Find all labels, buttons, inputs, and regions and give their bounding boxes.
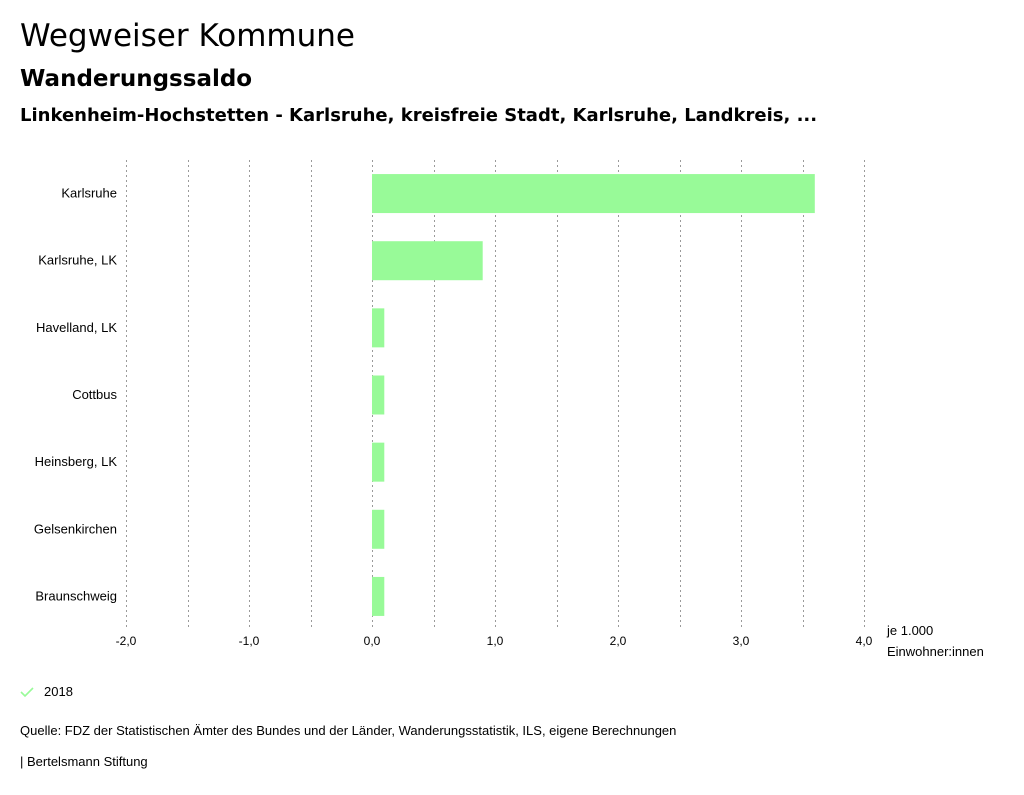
x-tick-label: -2,0	[116, 634, 137, 648]
bars	[372, 174, 815, 616]
bar-heinsberg-lk[interactable]	[372, 442, 385, 482]
publisher-note: | Bertelsmann Stiftung	[20, 754, 148, 769]
grid-lines	[126, 160, 865, 630]
region-title: Linkenheim-Hochstetten - Karlsruhe, krei…	[20, 105, 818, 126]
x-tick-label: 0,0	[364, 634, 381, 648]
check-icon	[20, 686, 34, 697]
unit-label-line2: Einwohner:innen	[887, 644, 984, 659]
legend-item-2018[interactable]: 2018	[20, 684, 73, 699]
x-tick-label: 2,0	[610, 634, 627, 648]
page-title: Wegweiser Kommune	[20, 18, 355, 54]
bar-karlsruhe-lk[interactable]	[372, 241, 483, 281]
category-label: Gelsenkirchen	[34, 521, 117, 536]
x-tick-label: 1,0	[487, 634, 504, 648]
unit-label-line1: je 1.000	[886, 623, 933, 638]
x-tick-label: -1,0	[239, 634, 260, 648]
x-tick-label: 4,0	[856, 634, 873, 648]
bar-gelsenkirchen[interactable]	[372, 509, 385, 549]
category-label: Havelland, LK	[36, 320, 117, 335]
category-label: Karlsruhe	[61, 186, 117, 201]
source-note: Quelle: FDZ der Statistischen Ämter des …	[20, 723, 677, 738]
chart-subtitle: Wanderungssaldo	[20, 66, 253, 92]
bar-karlsruhe[interactable]	[372, 174, 815, 214]
legend-label: 2018	[44, 684, 73, 699]
category-label: Heinsberg, LK	[35, 454, 118, 469]
bar-cottbus[interactable]	[372, 375, 385, 415]
bar-havelland-lk[interactable]	[372, 308, 385, 348]
category-label: Cottbus	[72, 387, 117, 402]
x-tick-label: 3,0	[733, 634, 750, 648]
category-labels: Karlsruhe Karlsruhe, LK Havelland, LK Cottb…	[34, 186, 118, 604]
x-axis-ticks: -2,0 -1,0 0,0 1,0 2,0 3,0 4,0	[116, 634, 873, 648]
category-label: Karlsruhe, LK	[38, 253, 117, 268]
bar-braunschweig[interactable]	[372, 576, 385, 616]
category-label: Braunschweig	[35, 588, 117, 603]
